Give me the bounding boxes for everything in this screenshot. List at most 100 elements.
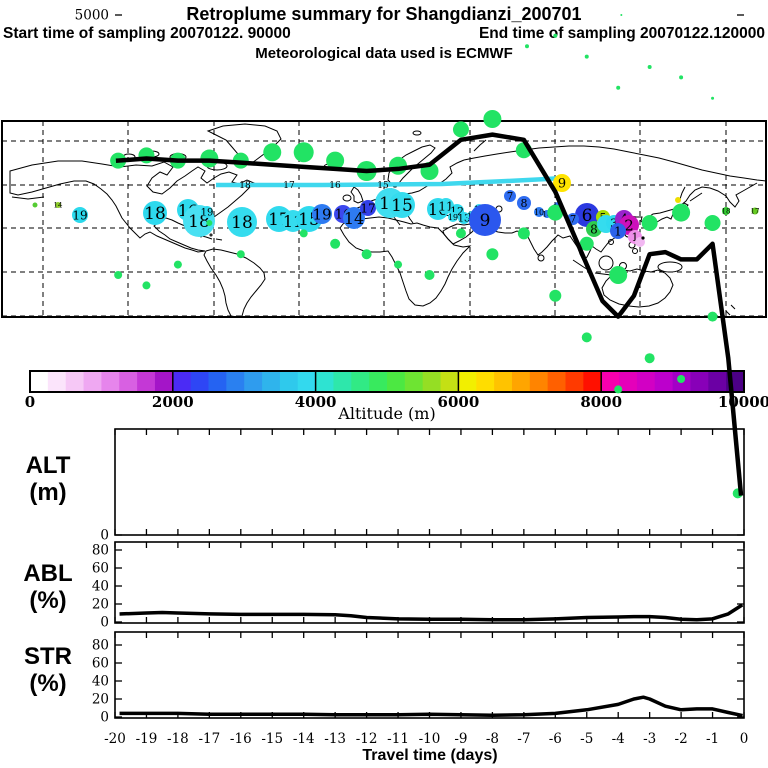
svg-text:19: 19 <box>312 205 331 223</box>
svg-text:8: 8 <box>590 222 598 236</box>
trajectory-point <box>343 207 365 229</box>
svg-text:16: 16 <box>329 181 341 191</box>
xaxis-title: Travel time (days) <box>362 747 498 764</box>
alt-scatter-point <box>609 266 628 284</box>
trajectory-point <box>534 207 544 217</box>
met-data-text: Meteorological data used is ECMWF <box>255 45 513 62</box>
alt-scatter-point <box>424 270 435 280</box>
alt-axis-label-line1: ALT <box>25 452 71 479</box>
alt-scatter-point <box>263 143 282 162</box>
trajectory-point <box>55 202 61 208</box>
svg-text:17: 17 <box>283 181 295 191</box>
colorbar-label: Altitude (m) <box>338 404 436 423</box>
svg-text:40: 40 <box>92 579 109 595</box>
alt-scatter-point <box>483 110 502 128</box>
svg-text:0: 0 <box>25 393 35 411</box>
alt-scatter-point <box>707 311 718 322</box>
trajectory-point <box>360 200 376 216</box>
world-map: 1419181618191817111519161417161510111219… <box>1 120 767 318</box>
panel-box-ALT <box>114 428 745 536</box>
svg-text:5000: 5000 <box>75 8 109 24</box>
abl-axis-label-line1: ABL <box>23 560 73 587</box>
alt-scatter-point <box>704 215 721 231</box>
alt-scatter-point <box>620 14 623 16</box>
trajectory-point <box>610 223 626 239</box>
str-axis-label-line1: STR <box>24 643 72 670</box>
svg-text:4000: 4000 <box>295 393 337 411</box>
alt-scatter-point <box>644 353 655 364</box>
trajectory-point <box>72 207 88 223</box>
svg-text:17: 17 <box>360 201 375 215</box>
svg-text:1: 1 <box>614 224 622 238</box>
svg-text:20: 20 <box>92 597 109 613</box>
str-axis-label: STR (%) <box>2 643 94 697</box>
alt-scatter-point <box>326 151 345 170</box>
svg-text:-9: -9 <box>454 731 467 747</box>
svg-text:-15: -15 <box>261 731 283 747</box>
alt-scatter-point <box>614 385 623 394</box>
svg-text:18: 18 <box>543 211 552 219</box>
svg-text:-4: -4 <box>612 731 625 747</box>
series-line-STR <box>119 695 743 718</box>
svg-text:60: 60 <box>92 561 109 577</box>
svg-text:6: 6 <box>582 206 593 226</box>
svg-text:19: 19 <box>448 213 458 222</box>
figure-title: Retroplume summary for Shangdianzi_20070… <box>186 4 582 24</box>
alt-scatter-point <box>517 227 530 240</box>
trajectory-point <box>504 190 516 202</box>
alt-scatter-point <box>711 96 715 100</box>
svg-text:15: 15 <box>377 181 389 191</box>
svg-text:19: 19 <box>72 208 87 222</box>
alt-scatter-point <box>486 248 499 261</box>
alt-scatter-point <box>581 332 592 343</box>
sampling-times: Start time of sampling 20070122. 90000 E… <box>0 25 768 43</box>
svg-text:80: 80 <box>92 543 109 559</box>
svg-text:15: 15 <box>391 196 413 216</box>
svg-text:80: 80 <box>92 638 109 654</box>
alt-scatter-point <box>330 238 341 249</box>
alt-axis-label-line2: (m) <box>29 479 67 506</box>
trajectory-point <box>722 207 730 215</box>
alt-scatter-point <box>641 215 658 231</box>
alt-scatter-point <box>549 289 562 302</box>
alt-scatter-point <box>293 142 314 163</box>
alt-scatter-point <box>672 203 691 222</box>
trajectory-point <box>675 197 681 203</box>
svg-text:14: 14 <box>54 202 63 210</box>
alt-scatter-point <box>452 121 469 138</box>
svg-text:-14: -14 <box>293 731 315 747</box>
svg-text:-16: -16 <box>230 731 252 747</box>
alt-scatter-point <box>455 228 466 239</box>
alt-scatter-point <box>679 75 684 80</box>
svg-text:-2: -2 <box>675 731 688 747</box>
svg-text:18: 18 <box>239 181 251 191</box>
trajectory-point <box>458 212 470 224</box>
svg-text:10: 10 <box>534 208 544 217</box>
abl-axis-label-line2: (%) <box>29 587 67 614</box>
svg-text:-17: -17 <box>198 731 220 747</box>
svg-text:-18: -18 <box>167 731 189 747</box>
svg-text:-10: -10 <box>419 731 441 747</box>
series-line-ABL <box>119 603 744 622</box>
trajectory-point <box>312 204 332 224</box>
svg-text:-3: -3 <box>643 731 656 747</box>
svg-text:6000: 6000 <box>438 393 480 411</box>
svg-text:8000: 8000 <box>580 393 622 411</box>
svg-text:2000: 2000 <box>152 393 194 411</box>
svg-text:8: 8 <box>521 197 528 210</box>
svg-text:11: 11 <box>438 199 453 213</box>
svg-text:18: 18 <box>144 204 166 224</box>
station-marker <box>641 236 645 240</box>
svg-text:0: 0 <box>100 615 109 631</box>
end-time-text: End time of sampling 20070122.120000 <box>478 25 765 42</box>
panel-box-ABL <box>114 541 745 624</box>
trajectory-point <box>575 203 599 227</box>
svg-text:0: 0 <box>100 710 109 726</box>
panel-box-STR <box>114 631 745 719</box>
alt-scatter-point <box>114 271 123 279</box>
series-line-ALT <box>115 132 744 496</box>
alt-scatter-point <box>677 375 686 383</box>
trajectory-point <box>201 206 213 218</box>
alt-scatter-point <box>547 204 564 221</box>
